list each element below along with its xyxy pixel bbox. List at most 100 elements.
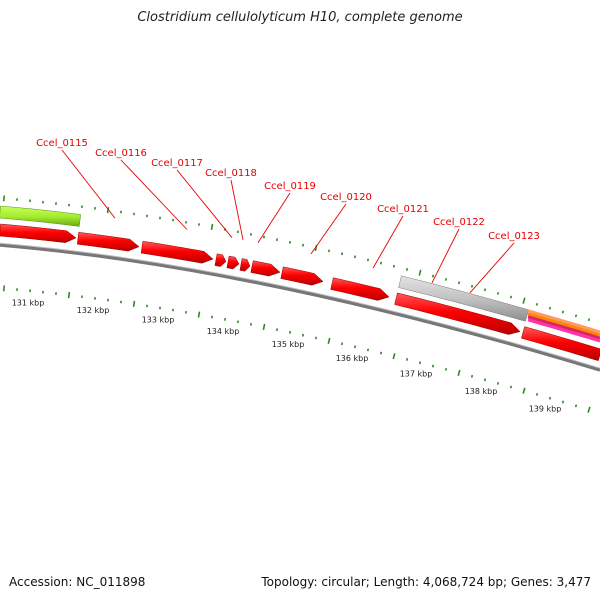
minor-tick	[574, 404, 578, 408]
gene-leader-line	[120, 159, 188, 230]
minor-tick	[431, 364, 435, 368]
gene-band	[527, 309, 600, 334]
gene-label: Ccel_0121	[377, 204, 429, 215]
minor-tick	[587, 318, 591, 322]
minor-tick	[353, 345, 357, 349]
minor-tick	[353, 255, 357, 259]
gene-leader-line	[431, 228, 460, 284]
gene-block-green	[0, 205, 81, 227]
minor-tick	[561, 310, 565, 314]
gene-band	[527, 318, 600, 343]
gene-label: Ccel_0118	[205, 168, 257, 179]
minor-tick	[509, 295, 513, 299]
gene-label: Ccel_0120	[320, 192, 372, 203]
leader-lines-layer	[61, 149, 515, 294]
gene-arrow	[239, 258, 251, 272]
gene-arrow	[226, 255, 240, 270]
gene-arrow	[394, 292, 521, 335]
minor-tick	[444, 368, 448, 371]
major-tick	[67, 291, 71, 299]
minor-tick	[548, 396, 552, 400]
gene-leader-line	[310, 203, 347, 255]
minor-tick	[405, 358, 409, 361]
backbone-line	[0, 243, 600, 372]
gene-leader-line	[257, 192, 291, 244]
minor-tick	[457, 281, 461, 285]
gene-arrow	[250, 260, 281, 277]
gene-arrow	[0, 223, 77, 243]
minor-tick	[470, 374, 474, 378]
minor-tick	[444, 278, 448, 281]
minor-tick	[379, 351, 383, 355]
kbp-label: 135 kbp	[272, 340, 305, 349]
gene-arrow	[214, 253, 227, 267]
minor-tick	[340, 342, 344, 346]
kbp-label: 132 kbp	[77, 306, 110, 315]
major-tick	[262, 323, 266, 331]
genes-layer	[0, 205, 600, 362]
kbp-label: 139 kbp	[529, 405, 562, 414]
gene-leader-line	[469, 242, 515, 294]
tick-dots-layer	[2, 195, 591, 413]
minor-tick	[366, 348, 370, 352]
kbp-label: 138 kbp	[465, 387, 498, 396]
major-tick	[522, 387, 526, 394]
gene-block-gray	[398, 275, 529, 322]
gene-label: Ccel_0119	[264, 181, 316, 192]
gene-arrow	[521, 326, 600, 362]
minor-tick	[288, 330, 292, 334]
backbone-layer	[0, 242, 600, 372]
gene-label: Ccel_0122	[433, 217, 485, 228]
gene-arrow	[280, 266, 324, 286]
minor-tick	[496, 382, 500, 385]
minor-tick	[301, 243, 305, 247]
gene-arrow	[77, 231, 140, 252]
kbp-label: 137 kbp	[400, 370, 433, 379]
minor-tick	[275, 238, 279, 242]
map-title: Clostridium cellulolyticum H10, complete…	[137, 10, 463, 25]
kbp-label: 131 kbp	[12, 299, 45, 308]
gene-leader-line	[230, 179, 244, 240]
gene-leader-line	[61, 149, 116, 219]
kbp-label: 133 kbp	[142, 316, 175, 325]
gene-leader-line	[372, 215, 404, 269]
major-tick	[132, 300, 136, 308]
minor-tick	[405, 268, 409, 271]
minor-tick	[548, 306, 552, 310]
major-tick	[392, 353, 396, 360]
minor-tick	[314, 336, 318, 340]
accession-text: Accession: NC_011898	[9, 575, 146, 589]
gene-arrow	[330, 277, 390, 301]
genome-summary-text: Topology: circular; Length: 4,068,724 bp…	[261, 575, 591, 589]
minor-tick	[301, 333, 305, 337]
gene-arrow	[140, 240, 214, 264]
minor-tick	[379, 261, 383, 265]
major-tick	[327, 337, 331, 344]
major-tick	[418, 269, 422, 276]
minor-tick	[509, 385, 513, 389]
gene-label: Ccel_0116	[95, 148, 147, 159]
minor-tick	[496, 292, 500, 295]
gene-label: Ccel_0115	[36, 138, 88, 149]
kbp-label: 136 kbp	[336, 354, 369, 363]
minor-tick	[366, 258, 370, 262]
minor-tick	[340, 252, 344, 256]
major-tick	[106, 207, 110, 214]
minor-tick	[535, 393, 539, 396]
major-tick	[2, 195, 6, 202]
backbone-highlight	[0, 242, 600, 369]
minor-tick	[535, 303, 539, 306]
major-tick	[2, 285, 6, 292]
labels-layer: 131 kbp 132 kbp 133 kbp 134 kbp 135 kbp 136 k…	[12, 138, 562, 414]
minor-tick	[483, 378, 487, 382]
minor-tick	[418, 361, 422, 365]
minor-tick	[470, 284, 474, 288]
major-tick	[457, 369, 461, 377]
minor-tick	[483, 288, 487, 292]
kbp-label: 134 kbp	[207, 327, 240, 336]
minor-tick	[327, 249, 331, 253]
gene-band	[527, 315, 600, 340]
gene-leader-line	[176, 169, 233, 238]
minor-tick	[561, 400, 565, 404]
